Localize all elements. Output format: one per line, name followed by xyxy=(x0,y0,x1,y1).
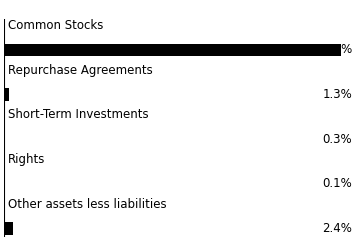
Text: Common Stocks: Common Stocks xyxy=(8,19,103,32)
Text: Repurchase Agreements: Repurchase Agreements xyxy=(8,64,152,77)
Text: 2.4%: 2.4% xyxy=(323,222,352,235)
Text: Rights: Rights xyxy=(8,153,45,166)
Text: Other assets less liabilities: Other assets less liabilities xyxy=(8,198,166,211)
Bar xyxy=(4,133,5,145)
Bar xyxy=(4,88,9,101)
Text: 1.3%: 1.3% xyxy=(323,88,352,101)
Text: 0.3%: 0.3% xyxy=(323,133,352,146)
Bar xyxy=(4,44,341,56)
Text: Short-Term Investments: Short-Term Investments xyxy=(8,108,148,121)
Bar xyxy=(4,222,13,235)
Text: 95.9%: 95.9% xyxy=(315,43,352,56)
Text: 0.1%: 0.1% xyxy=(323,177,352,190)
